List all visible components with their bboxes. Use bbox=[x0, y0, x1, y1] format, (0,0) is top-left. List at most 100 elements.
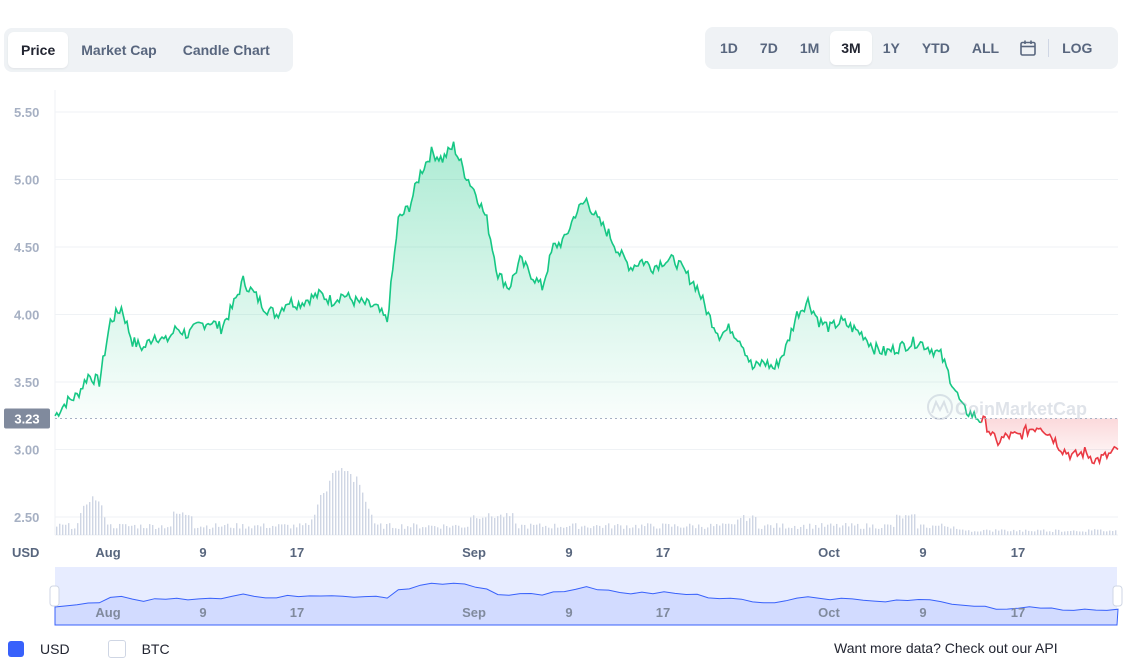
usd-checkbox[interactable] bbox=[8, 641, 24, 657]
volume-bar bbox=[344, 471, 346, 535]
range-7d[interactable]: 7D bbox=[759, 40, 778, 56]
volume-bar bbox=[740, 517, 742, 535]
volume-bar bbox=[326, 491, 328, 535]
volume-bar bbox=[1067, 531, 1069, 535]
volume-bar bbox=[251, 528, 253, 535]
volume-bar bbox=[1106, 531, 1108, 535]
volume-bar bbox=[497, 516, 499, 535]
navigator-labels: Aug 9 17 Sep 9 17 Oct 9 17 bbox=[95, 605, 1025, 620]
volume-bar bbox=[731, 524, 733, 535]
volume-bar bbox=[521, 524, 523, 535]
usd-checkbox-label: USD bbox=[40, 641, 70, 657]
navigator-line bbox=[54, 582, 1119, 626]
volume-bar bbox=[281, 524, 283, 535]
range-all[interactable]: ALL bbox=[971, 40, 1000, 56]
range-selector: 1D 7D 1M 3M 1Y YTD ALL LOG bbox=[705, 27, 1118, 69]
volume-bar bbox=[590, 528, 592, 535]
volume-bar bbox=[362, 492, 364, 535]
volume-bar bbox=[392, 527, 394, 535]
volume-bar bbox=[1058, 529, 1060, 535]
volume-bar bbox=[245, 528, 247, 535]
navigator-tick-label: 9 bbox=[919, 605, 926, 620]
volume-bar bbox=[1100, 529, 1102, 535]
volume-bar bbox=[935, 525, 937, 535]
x-tick-label: 17 bbox=[290, 545, 304, 560]
volume-bar bbox=[164, 528, 166, 535]
volume-bar bbox=[1040, 530, 1042, 535]
volume-bar bbox=[707, 527, 709, 535]
volume-bar bbox=[848, 526, 850, 535]
navigator-left-handle[interactable] bbox=[49, 585, 60, 607]
volume-bar bbox=[671, 526, 673, 535]
volume-bar bbox=[167, 527, 169, 535]
volume-bar bbox=[668, 524, 670, 535]
volume-bar bbox=[779, 527, 781, 535]
volume-bar bbox=[233, 528, 235, 535]
volume-bar bbox=[1103, 531, 1105, 535]
volume-bar bbox=[158, 527, 160, 535]
current-price-tag: 3.23 bbox=[4, 408, 50, 429]
range-3m[interactable]: 3M bbox=[830, 31, 872, 65]
volume-bar bbox=[155, 528, 157, 535]
x-tick-label: 9 bbox=[919, 545, 926, 560]
volume-bar bbox=[1001, 529, 1003, 535]
volume-bar bbox=[353, 481, 355, 535]
btc-checkbox[interactable] bbox=[107, 640, 126, 658]
volume-bar bbox=[500, 514, 502, 535]
tab-price[interactable]: Price bbox=[8, 32, 69, 68]
volume-bar bbox=[290, 528, 292, 535]
volume-bar bbox=[236, 523, 238, 535]
volume-bar bbox=[131, 525, 133, 535]
volume-bar bbox=[557, 527, 559, 535]
volume-bar bbox=[1115, 530, 1117, 535]
volume-bar bbox=[965, 530, 967, 535]
calendar-icon[interactable] bbox=[1010, 31, 1046, 65]
current-price-value: 3.23 bbox=[14, 411, 39, 426]
volume-bar bbox=[914, 514, 916, 535]
y-tick-label: 3.50 bbox=[14, 375, 39, 390]
navigator-tick-label: Aug bbox=[95, 605, 120, 620]
volume-bar bbox=[260, 526, 262, 535]
tab-candle-chart[interactable]: Candle Chart bbox=[182, 42, 270, 58]
volume-bar bbox=[509, 516, 511, 535]
range-1m[interactable]: 1M bbox=[799, 40, 820, 56]
x-tick-label: 17 bbox=[656, 545, 670, 560]
range-1d[interactable]: 1D bbox=[720, 40, 738, 56]
volume-bar bbox=[533, 524, 535, 535]
volume-bars bbox=[56, 468, 1117, 535]
volume-bar bbox=[1070, 530, 1072, 535]
volume-bar bbox=[263, 523, 265, 535]
volume-bar bbox=[89, 502, 91, 535]
range-1y[interactable]: 1Y bbox=[882, 40, 900, 56]
range-ytd[interactable]: YTD bbox=[921, 40, 950, 56]
volume-bar bbox=[377, 524, 379, 535]
volume-bar bbox=[560, 526, 562, 535]
volume-bar bbox=[68, 523, 70, 535]
volume-bar bbox=[287, 524, 289, 535]
more-data-link[interactable]: Want more data? Check out our API bbox=[834, 640, 1058, 656]
volume-bar bbox=[680, 527, 682, 535]
log-toggle[interactable]: LOG bbox=[1062, 40, 1093, 56]
volume-bar bbox=[107, 524, 109, 535]
volume-bar bbox=[101, 505, 103, 535]
volume-bar bbox=[86, 504, 88, 535]
volume-bar bbox=[428, 525, 430, 535]
volume-bar bbox=[188, 515, 190, 535]
volume-bar bbox=[185, 514, 187, 535]
volume-bar bbox=[1007, 531, 1009, 535]
volume-bar bbox=[434, 526, 436, 535]
volume-bar bbox=[950, 528, 952, 535]
volume-bar bbox=[410, 527, 412, 535]
volume-bar bbox=[683, 527, 685, 535]
volume-bar bbox=[1043, 529, 1045, 535]
volume-bar bbox=[440, 528, 442, 535]
tab-market-cap[interactable]: Market Cap bbox=[81, 42, 157, 58]
volume-bar bbox=[857, 523, 859, 535]
navigator-right-handle[interactable] bbox=[1112, 585, 1123, 607]
volume-bar bbox=[116, 528, 118, 535]
volume-bar bbox=[566, 527, 568, 535]
range-navigator[interactable]: Aug 9 17 Sep 9 17 Oct 9 17 bbox=[49, 567, 1123, 626]
volume-bar bbox=[938, 525, 940, 535]
volume-bar bbox=[806, 528, 808, 535]
volume-bar bbox=[329, 480, 331, 535]
